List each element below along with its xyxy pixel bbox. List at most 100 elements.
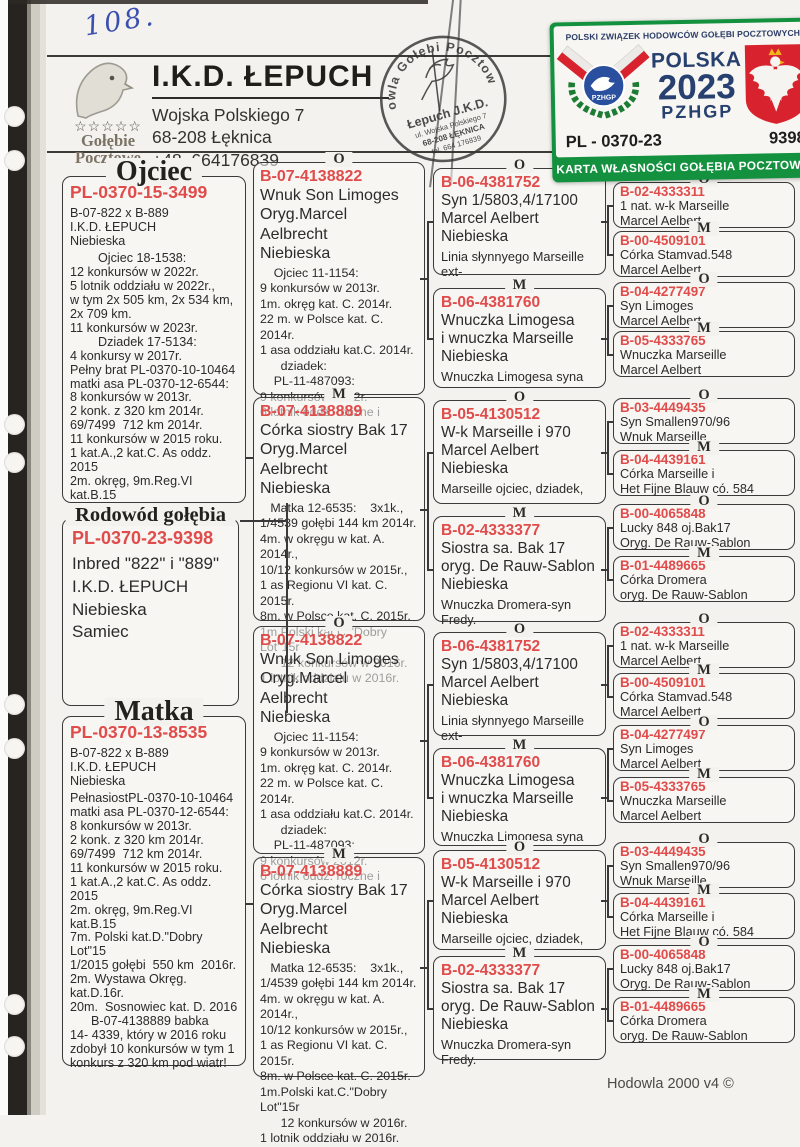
pedigree-connector-line (607, 748, 609, 801)
pedigree-line: Niebieska (260, 479, 331, 497)
pedigree-connector-line (607, 305, 609, 355)
pedigree-connector-line (420, 967, 427, 969)
pedigree-line: Siostra sa. Bak 17 (441, 540, 566, 558)
ring-number: B-04-4439161 (620, 895, 706, 910)
pedigree-box-gen4: O B-03-4449435 Syn Smallen970/96 Wnuk Marse… (613, 832, 795, 888)
ring-number: B-07-4138822 (260, 168, 363, 185)
header-rule-top (47, 55, 800, 57)
pedigree-line: oryg. De Rauw-Sablon (620, 587, 748, 602)
pedigree-line: Marcel Aelbert (441, 892, 539, 910)
ring-number: PL-0370-15-3499 (70, 182, 208, 202)
pedigree-box-gen4: M B-01-4489665 Córka Dromera oryg. De Rauw-… (613, 987, 795, 1043)
sex-label: M (689, 883, 719, 898)
header-rule-bottom (47, 151, 800, 153)
software-credit: Hodowla 2000 v4 © (607, 1076, 734, 1092)
pedigree-connector-line (607, 205, 613, 207)
pedigree-connector-line (607, 916, 613, 918)
pedigree-connector-line (427, 684, 433, 686)
pedigree-box-gen2: M B-07-4138889 Córka siostry Bak 17 Oryg.Ma… (253, 847, 425, 1145)
pedigree-details: PełnasiostPL-0370-10-10464 matki asa PL-… (70, 790, 238, 1071)
pedigree-note: Wnuczka Dromera-syn Fredy. (441, 596, 572, 627)
sex-label: O (505, 840, 534, 855)
pedigree-line: Het Fijne Blauw có. 584 (620, 481, 754, 496)
ring-number: B-06-4381752 (441, 638, 541, 655)
pedigree-connector-line (427, 452, 433, 454)
pedigree-connector-line (601, 900, 608, 902)
ring-number: B-07-4138822 (260, 632, 363, 649)
pedigree-connector-line (601, 221, 608, 223)
sex-label: M (504, 278, 535, 293)
pedigree-line: oryg. De Rauw-Sablon (441, 558, 595, 576)
sex-label: O (505, 622, 534, 637)
pedigree-line: Marcel Aelbert (620, 213, 702, 228)
ring-number: B-04-4277497 (620, 284, 706, 299)
ring-number: B-05-4333765 (620, 333, 706, 348)
sex-label: O (690, 612, 718, 627)
binder-hole (4, 738, 25, 759)
pedigree-line: Niebieska (441, 910, 509, 928)
pedigree-line: Syn Smallen970/96 (620, 859, 731, 874)
pedigree-line: Córka Dromera (620, 573, 707, 588)
pedigree-connector-line (607, 696, 613, 698)
pedigree-line: Marcel Aelbert (620, 808, 702, 823)
pedigree-connector-line (420, 278, 427, 280)
binder-hole (4, 106, 25, 127)
pedigree-line: Syn Limoges (620, 742, 694, 757)
ring-number: B-04-4277497 (620, 727, 706, 742)
pedigree-connector-line (427, 684, 429, 797)
pedigree-connector-line (427, 900, 433, 902)
pedigree-line: Oryg.Marcel Aelbrecht (260, 441, 348, 478)
sex-label: O (690, 832, 718, 847)
stamp-dove-icon (421, 49, 455, 112)
ring-number: B-05-4333765 (620, 779, 706, 794)
sex-label: M (504, 506, 535, 521)
ring-number: B-02-4333311 (620, 624, 705, 639)
pedigree-line: Wnuczka Marseille (620, 794, 727, 809)
sex-label: M (689, 767, 719, 782)
card-middle: PZHGP POLSKA 2023 PZHGP (554, 39, 800, 132)
pedigree-line: Syn 1/5803,4/17100 (441, 656, 578, 674)
pedigree-box-gen3: M B-06-4381760 Wnuczka Limogesa i wnuczka M… (433, 278, 606, 388)
pedigree-line: Córka siostry Bak 17 (260, 882, 408, 900)
pedigree-connector-line (246, 457, 254, 459)
pedigree-box-gen4: M B-04-4439161 Córka Marseille i Het Fijne … (613, 440, 795, 496)
pedigree-connector-line (607, 205, 609, 255)
pedigree-line: oryg. De Rauw-Sablon (441, 998, 595, 1016)
pedigree-line: Marcel Aelbert (620, 756, 702, 771)
pedigree-line: Syn Limoges (620, 299, 694, 314)
card-title: KARTA WŁASNOŚCI GOŁĘBIA POCZTOWEGO (556, 157, 800, 177)
emblem-text: PZHGP (592, 94, 617, 101)
pedigree-line: Wnuczka Limogesa (441, 312, 575, 330)
pedigree-connector-line (607, 305, 613, 307)
ring-number: B-02-4333377 (441, 962, 541, 979)
pedigree-connector-line (607, 473, 613, 475)
pedigree-connector-line (427, 338, 433, 340)
pedigree-line: Niebieska (441, 692, 509, 710)
pedigree-line: Marcel Aelbert (620, 362, 702, 377)
pedigree-line: Oryg.Marcel Aelbrecht (260, 206, 348, 243)
pedigree-line: Córka Stamvad.548 (620, 248, 733, 263)
pedigree-connector-line (601, 452, 608, 454)
pedigree-line: Marcel Aelbert (441, 674, 539, 692)
pedigree-line: Oryg.Marcel Aelbrecht (260, 901, 348, 938)
pedigree-note: Wnuczka Dromera-syn Fredy. (441, 1036, 572, 1067)
pedigree-connector-line (246, 903, 254, 905)
pedigree-box-gen4: M B-00-4509101 Córka Stamvad.548 Marcel Ael… (613, 221, 795, 277)
pedigree-line: Niebieska (260, 939, 331, 957)
pedigree-line: Niebieska (441, 460, 509, 478)
pedigree-line: Córka Marseille i (620, 467, 715, 482)
pedigree-connector-line (607, 645, 613, 647)
pedigree-line: Het Fijne Blauw có. 584 (620, 924, 754, 939)
pedigree-connector-line (427, 797, 433, 799)
pedigree-note: Marseille ojciec, dziadek, (441, 480, 584, 496)
pedigree-box-gen4: O B-03-4449435 Syn Smallen970/96 Wnuk Marse… (613, 388, 795, 444)
ring-number: B-07-4138889 (260, 863, 363, 880)
pedigree-connector-line (607, 800, 613, 802)
pedigree-box-gen4: M B-05-4333765 Wnuczka Marseille Marcel Ael… (613, 321, 795, 377)
pedigree-box-gen2: O B-07-4138822 Wnuk Son Limoges Oryg.Marcel… (253, 616, 425, 883)
pedigree-line: Lucky 848 oj.Bak17 (620, 962, 731, 977)
pedigree-connector-line (607, 968, 609, 1021)
pedigree-connector-line (427, 569, 433, 571)
pedigree-line: Wnuk Marseille (620, 873, 707, 888)
